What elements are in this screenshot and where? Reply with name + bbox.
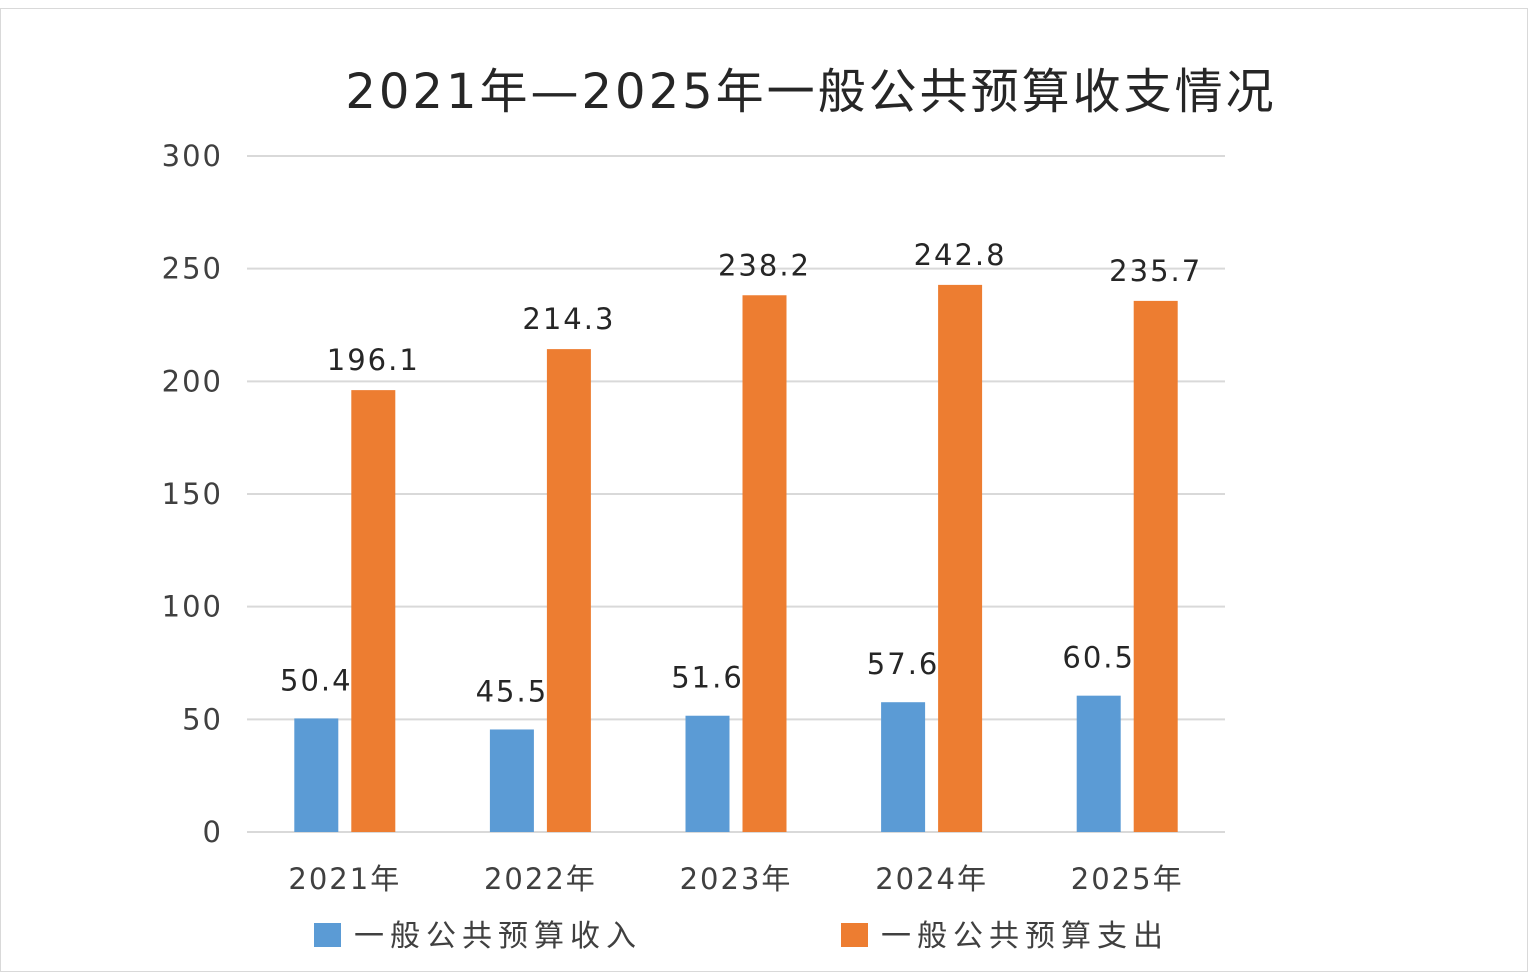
expenditure-bar-1 <box>351 390 396 832</box>
revenue-bar-2 <box>489 729 534 832</box>
y-tick-label: 50 <box>182 702 223 736</box>
expenditure-data-label-5: 235.7 <box>1109 254 1202 288</box>
expenditure-bar-4 <box>938 284 983 833</box>
chart-frame: 2021年—2025年一般公共预算收支情况 0 50 100 150 200 250 300… <box>0 8 1528 972</box>
expenditure-data-label-3: 238.2 <box>718 248 811 282</box>
y-tick-label: 100 <box>162 590 223 624</box>
x-tick-label: 2022年 <box>484 862 597 896</box>
revenue-data-label-3: 51.6 <box>671 661 744 695</box>
revenue-data-label-4: 57.6 <box>867 647 940 681</box>
y-tick-label: 250 <box>162 252 223 286</box>
legend: 一般公共预算收入 一般公共预算支出 <box>314 919 1169 954</box>
x-axis-tick-labels: 2021年 2022年 2023年 2024年 2025年 <box>288 862 1184 896</box>
y-tick-label: 300 <box>162 139 223 173</box>
expenditure-data-label-1: 196.1 <box>327 343 420 377</box>
x-tick-label: 2023年 <box>680 862 793 896</box>
gridlines <box>247 155 1225 833</box>
x-tick-label: 2024年 <box>875 862 988 896</box>
legend-label-expenditure: 一般公共预算支出 <box>881 919 1169 954</box>
revenue-bar-3 <box>685 715 730 832</box>
revenue-bar-4 <box>881 702 926 832</box>
expenditure-data-label-2: 214.3 <box>522 302 615 336</box>
x-tick-label: 2025年 <box>1071 862 1184 896</box>
bars <box>294 284 1178 833</box>
revenue-bar-1 <box>294 718 339 832</box>
legend-swatch-revenue <box>314 923 341 947</box>
expenditure-bar-2 <box>546 349 591 832</box>
bar-chart: 2021年—2025年一般公共预算收支情况 0 50 100 150 200 250 300… <box>162 64 1276 954</box>
legend-swatch-expenditure <box>841 923 868 947</box>
revenue-bar-5 <box>1076 695 1121 832</box>
y-tick-label: 0 <box>203 815 223 849</box>
y-tick-label: 150 <box>162 477 223 511</box>
expenditure-bar-5 <box>1133 300 1178 832</box>
y-axis-tick-labels: 0 50 100 150 200 250 300 <box>162 139 223 849</box>
revenue-data-label-5: 60.5 <box>1062 641 1135 675</box>
revenue-data-label-2: 45.5 <box>476 674 549 708</box>
revenue-data-label-1: 50.4 <box>280 663 353 697</box>
expenditure-data-label-4: 242.8 <box>914 238 1007 272</box>
expenditure-bar-3 <box>742 295 787 833</box>
data-labels: 50.4 196.1 45.5 214.3 51.6 238.2 57.6 242.8 60.5… <box>280 238 1202 709</box>
legend-label-revenue: 一般公共预算收入 <box>354 919 642 954</box>
y-tick-label: 200 <box>162 364 223 398</box>
x-tick-label: 2021年 <box>288 862 401 896</box>
chart-title: 2021年—2025年一般公共预算收支情况 <box>345 64 1276 120</box>
